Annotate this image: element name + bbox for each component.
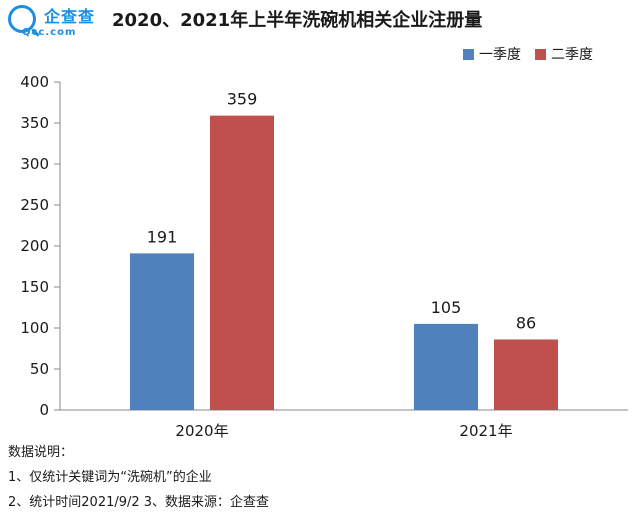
y-tick-label: 50 xyxy=(30,360,49,378)
bar-q1 xyxy=(130,253,194,410)
legend-label-q2: 二季度 xyxy=(551,47,593,63)
bar-value-label: 191 xyxy=(147,227,178,246)
bar-value-label: 105 xyxy=(431,298,462,317)
bar-value-label: 359 xyxy=(227,90,258,109)
notes-heading: 数据说明： xyxy=(8,445,74,460)
y-tick-label: 350 xyxy=(20,114,49,132)
legend-label-q1: 一季度 xyxy=(479,47,521,63)
legend-swatch-q2 xyxy=(535,48,546,60)
bar-q1 xyxy=(414,323,478,410)
magnifier-icon xyxy=(8,5,36,33)
brand-name: 企查查 xyxy=(44,7,96,26)
bar-q2 xyxy=(210,115,274,411)
y-tick-label: 0 xyxy=(39,401,49,419)
brand-domain: Qcc.com xyxy=(22,27,77,38)
legend-item-q1: 一季度 xyxy=(463,44,521,64)
y-tick-label: 250 xyxy=(20,196,49,214)
brand-logo: 企查查 Qcc.com xyxy=(8,3,108,41)
data-notes: 数据说明： 1、仅统计关键词为“洗碗机”的企业 2、统计时间2021/9/2 3… xyxy=(8,440,269,515)
bar-q2 xyxy=(494,339,558,410)
y-tick-label: 100 xyxy=(20,319,49,337)
legend-item-q2: 二季度 xyxy=(535,44,593,64)
legend-swatch-q1 xyxy=(463,48,474,60)
bar-value-label: 86 xyxy=(516,313,536,332)
notes-line-1: 1、仅统计关键词为“洗碗机”的企业 xyxy=(8,470,212,485)
y-tick-label: 300 xyxy=(20,155,49,173)
y-tick-label: 400 xyxy=(20,73,49,91)
chart-legend: 一季度 二季度 xyxy=(463,44,593,64)
y-tick-label: 150 xyxy=(20,278,49,296)
x-tick-label: 2020年 xyxy=(175,422,228,440)
chart-title: 2020、2021年上半年洗碗机相关企业注册量 xyxy=(112,10,483,31)
bar-chart: 0 50 100 150 200 250 300 350 400 191 359 2020年 105 86… xyxy=(20,73,628,440)
x-tick-label: 2021年 xyxy=(459,422,512,440)
notes-line-2: 2、统计时间2021/9/2 3、数据来源：企查查 xyxy=(8,495,270,510)
y-tick-label: 200 xyxy=(20,237,49,255)
